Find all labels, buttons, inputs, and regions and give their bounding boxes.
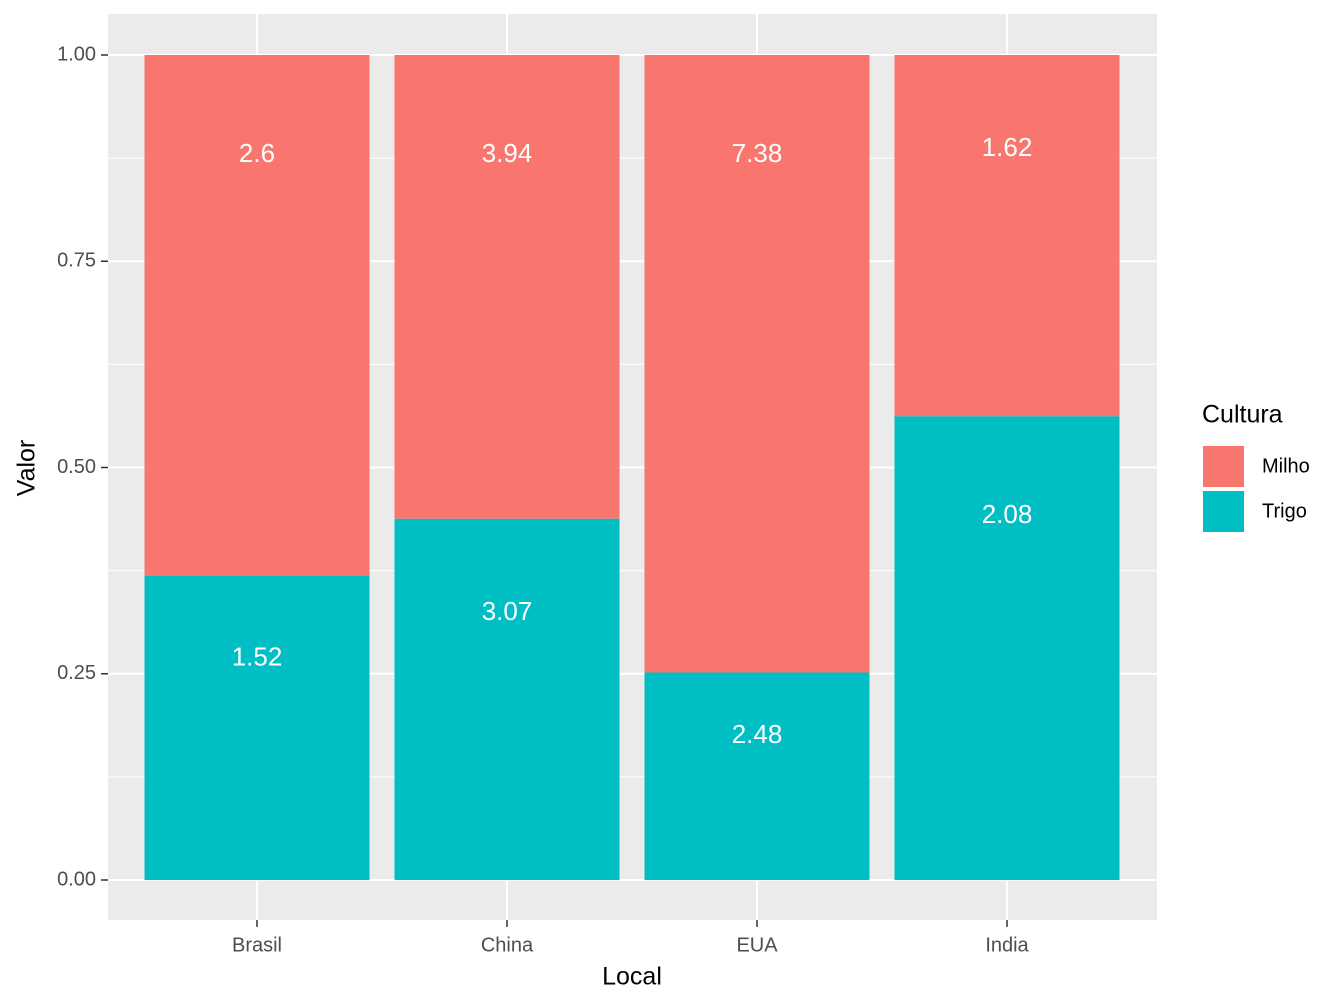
y-tick-label: 0.00 (57, 868, 96, 890)
bar-segment (394, 55, 620, 519)
bar-segment (144, 575, 370, 880)
x-tick-label: EUA (736, 934, 778, 956)
y-tick-label: 0.25 (57, 662, 96, 684)
y-axis-title: Valor (13, 440, 41, 497)
bar-segment (894, 55, 1120, 417)
data-label: 7.38 (732, 138, 783, 168)
y-tick-label: 1.00 (57, 43, 96, 65)
y-tick-label: 0.50 (57, 456, 96, 478)
bar-segment (644, 55, 870, 673)
data-label: 1.62 (982, 132, 1033, 162)
bar-segment (894, 416, 1120, 880)
data-label: 3.94 (482, 138, 533, 168)
bar-segment (644, 672, 870, 880)
legend-label: Milho (1262, 455, 1310, 477)
data-label: 3.07 (482, 596, 533, 626)
x-tick-label: China (481, 934, 534, 956)
y-tick-label: 0.75 (57, 250, 96, 272)
x-tick-label: Brasil (232, 934, 282, 956)
legend-key (1201, 489, 1246, 534)
data-label: 2.08 (982, 499, 1033, 529)
data-label: 1.52 (232, 641, 283, 671)
legend-title: Cultura (1202, 401, 1283, 429)
x-tick-label: India (985, 934, 1029, 956)
x-axis-title: Local (602, 963, 662, 991)
legend-key (1201, 444, 1246, 489)
legend-label: Trigo (1262, 500, 1307, 522)
data-label: 2.6 (239, 138, 275, 168)
data-label: 2.48 (732, 719, 783, 749)
bar-segment (394, 518, 620, 880)
bar-segment (144, 55, 370, 576)
